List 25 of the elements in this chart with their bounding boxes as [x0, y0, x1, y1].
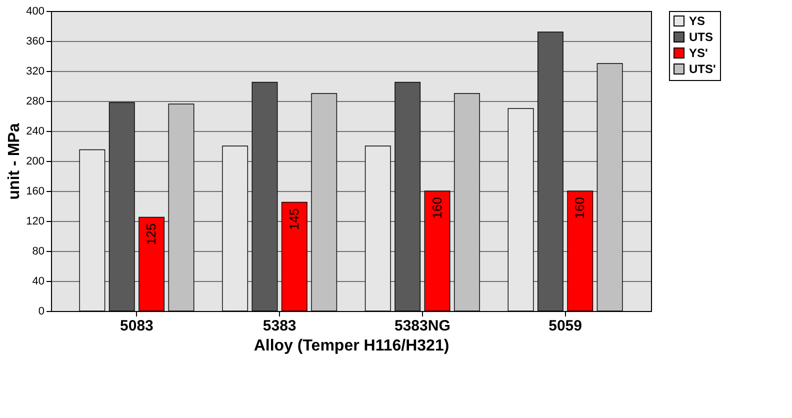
x-axis-title: Alloy (Temper H116/H321)	[254, 338, 450, 354]
legend-label: UTS'	[689, 62, 716, 76]
legend-label: YS'	[689, 46, 708, 60]
y-tick-label: 200	[26, 156, 44, 168]
y-tick-label: 120	[26, 216, 44, 228]
x-tick-label: 5383NG	[394, 318, 450, 334]
legend-label: YS	[689, 14, 706, 28]
y-axis-title: unit - MPa	[6, 123, 24, 200]
y-tick-label: 40	[32, 276, 44, 288]
data-label: 160	[429, 197, 444, 219]
legend-label: UTS	[689, 30, 713, 44]
y-tick-label: 360	[26, 36, 44, 48]
x-tick-label: 5059	[548, 318, 582, 334]
x-tick-label: 5083	[120, 318, 154, 334]
y-tick-label: 320	[26, 66, 44, 78]
data-label: 160	[572, 197, 588, 219]
y-tick-label: 80	[32, 246, 44, 258]
y-tick-label: 400	[26, 6, 44, 18]
x-tick-label: 5383	[262, 318, 296, 334]
data-label: 145	[286, 208, 302, 230]
y-tick-label: 280	[26, 96, 44, 108]
y-tick-label: 0	[38, 306, 44, 318]
data-label: 125	[144, 223, 159, 245]
y-tick-label: 160	[26, 186, 44, 198]
y-tick-label: 240	[26, 126, 44, 138]
